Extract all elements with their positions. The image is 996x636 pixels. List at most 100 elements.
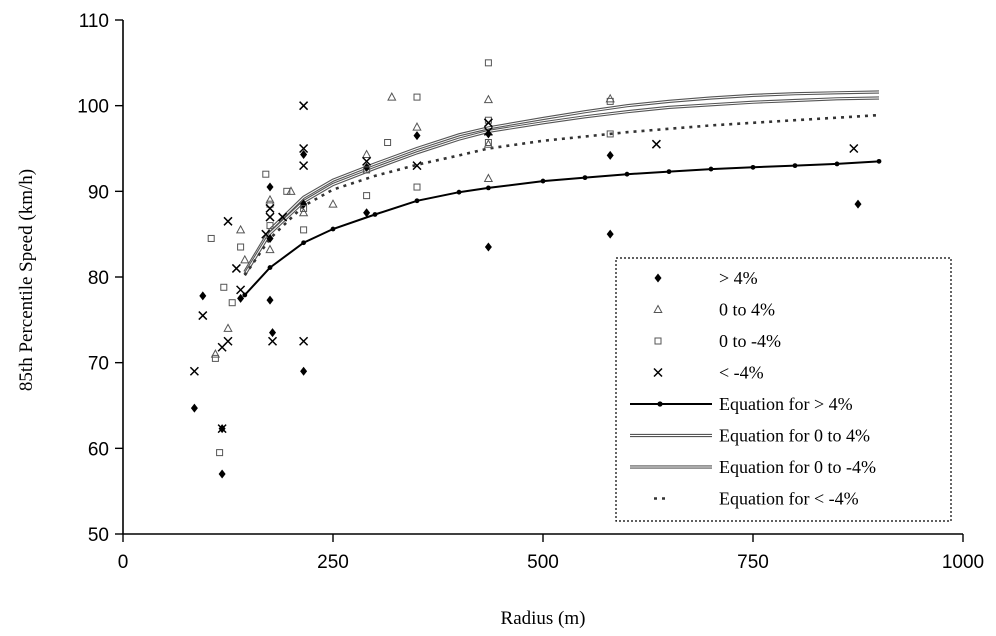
point-gt-4 (606, 229, 614, 239)
point-0-to-neg4 (484, 139, 492, 147)
equation-curve-6-line-outer (243, 96, 880, 276)
y-tick-label: 100 (77, 97, 109, 118)
point-0-to-neg4 (228, 299, 236, 307)
point-lt-neg4 (651, 139, 661, 149)
point-lt-neg4 (299, 101, 309, 111)
point-gt-4 (300, 366, 308, 376)
point-gt-4 (300, 199, 308, 209)
point-lt-neg4 (483, 126, 493, 136)
point-gt-4 (237, 293, 245, 303)
point-lt-neg4 (231, 263, 241, 273)
point-0-to-4 (240, 254, 250, 264)
point-0-to-neg4 (413, 183, 421, 191)
point-gt-4 (413, 131, 421, 141)
point-0-to-4 (483, 139, 494, 148)
point-lt-neg4 (299, 161, 309, 171)
point-lt-neg4 (265, 212, 275, 222)
point-gt-4 (218, 469, 226, 479)
legend-box (615, 257, 952, 522)
point-0-to-neg4 (283, 187, 291, 195)
equation-curve-4-dot (582, 175, 588, 181)
point-lt-neg4 (198, 311, 208, 321)
point-lt-neg4 (189, 366, 199, 376)
y-axis-title: 85th Percentile Speed (km/h) (16, 169, 37, 391)
point-0-to-neg4 (207, 234, 215, 242)
y-tick-label: 90 (88, 182, 109, 203)
point-0-to-neg4 (262, 170, 270, 178)
data-points (189, 59, 862, 479)
point-lt-neg4 (849, 143, 859, 154)
point-lt-neg4 (265, 203, 275, 213)
axes: 50 60 70 80 90 100 110 0 250 500 750 1000 (77, 11, 984, 573)
point-0-to-4 (286, 186, 296, 195)
point-lt-neg4 (223, 336, 233, 346)
legend-label: Equation for 0 to 4% (719, 426, 870, 446)
equation-curve-4-dot (414, 198, 420, 204)
equation-curve-4-dot (267, 265, 273, 270)
point-0-to-4 (483, 94, 494, 104)
y-tick-label: 70 (88, 354, 109, 375)
x-tick-label: 0 (118, 552, 129, 573)
point-0-to-neg4 (484, 59, 492, 67)
equation-curve-5-line-inner (244, 91, 880, 273)
point-0-to-4 (298, 207, 309, 217)
point-lt-neg4 (412, 161, 422, 171)
point-0-to-4 (328, 199, 338, 208)
point-0-to-neg4 (300, 226, 308, 234)
legend-point-gt-4-marker (654, 273, 662, 283)
point-0-to-neg4 (384, 139, 392, 147)
point-0-to-4 (235, 224, 246, 234)
legend-curve-dot (657, 401, 663, 407)
point-0-to-4 (483, 173, 494, 182)
legend-point-0-to-4-marker (653, 304, 663, 313)
x-tick-label: 500 (527, 552, 559, 573)
point-lt-neg4 (261, 229, 271, 239)
point-0-to-neg4 (237, 243, 245, 251)
point-0-to-neg4 (266, 222, 274, 230)
point-0-to-4 (265, 244, 275, 254)
equation-curve-4-dot (834, 161, 840, 167)
y-tick-label: 80 (88, 268, 109, 289)
point-lt-neg4 (223, 216, 233, 226)
point-0-to-neg4 (300, 204, 308, 212)
legend-label: > 4% (719, 268, 758, 288)
y-tick-label: 60 (88, 439, 109, 460)
x-tick-label: 1000 (942, 552, 984, 573)
point-gt-4 (606, 150, 614, 160)
point-0-to-neg4 (220, 283, 228, 291)
point-0-to-4 (387, 92, 397, 101)
point-lt-neg4 (278, 212, 288, 222)
equation-curve-4-dot (540, 178, 546, 184)
legend-label: 0 to 4% (719, 300, 775, 320)
point-0-to-neg4 (363, 192, 371, 200)
point-lt-neg4 (299, 336, 309, 346)
legend-point-lt-neg4-marker (653, 367, 663, 378)
legend-label: < -4% (719, 363, 764, 383)
point-0-to-4 (361, 149, 372, 158)
point-lt-neg4 (236, 285, 246, 295)
point-gt-4 (266, 182, 274, 192)
point-0-to-neg4 (211, 354, 219, 362)
point-lt-neg4 (299, 143, 309, 154)
point-gt-4 (190, 403, 198, 413)
point-gt-4 (484, 129, 492, 139)
point-0-to-neg4 (363, 166, 371, 174)
equation-curve-4-dot (666, 169, 672, 175)
equation-curve-7-line (243, 113, 880, 277)
legend-label: Equation for 0 to -4% (719, 457, 876, 477)
point-0-to-neg4 (413, 93, 421, 101)
point-lt-neg4 (217, 424, 227, 434)
y-tick-label: 110 (79, 11, 109, 32)
point-0-to-4 (265, 194, 275, 204)
point-0-to-neg4 (216, 449, 224, 457)
legend-label: 0 to -4% (719, 331, 781, 351)
equation-curve-4-dot (301, 240, 306, 246)
equation-curve-4-dot (486, 185, 491, 191)
equation-curve-4-dot (624, 171, 630, 177)
point-gt-4 (484, 242, 492, 252)
x-axis-title: Radius (m) (501, 608, 586, 629)
point-0-to-4 (210, 349, 221, 358)
legend: > 4% 0 to 4% 0 to -4% < -4% Equation for > 4… (615, 257, 952, 522)
point-gt-4 (854, 199, 862, 209)
